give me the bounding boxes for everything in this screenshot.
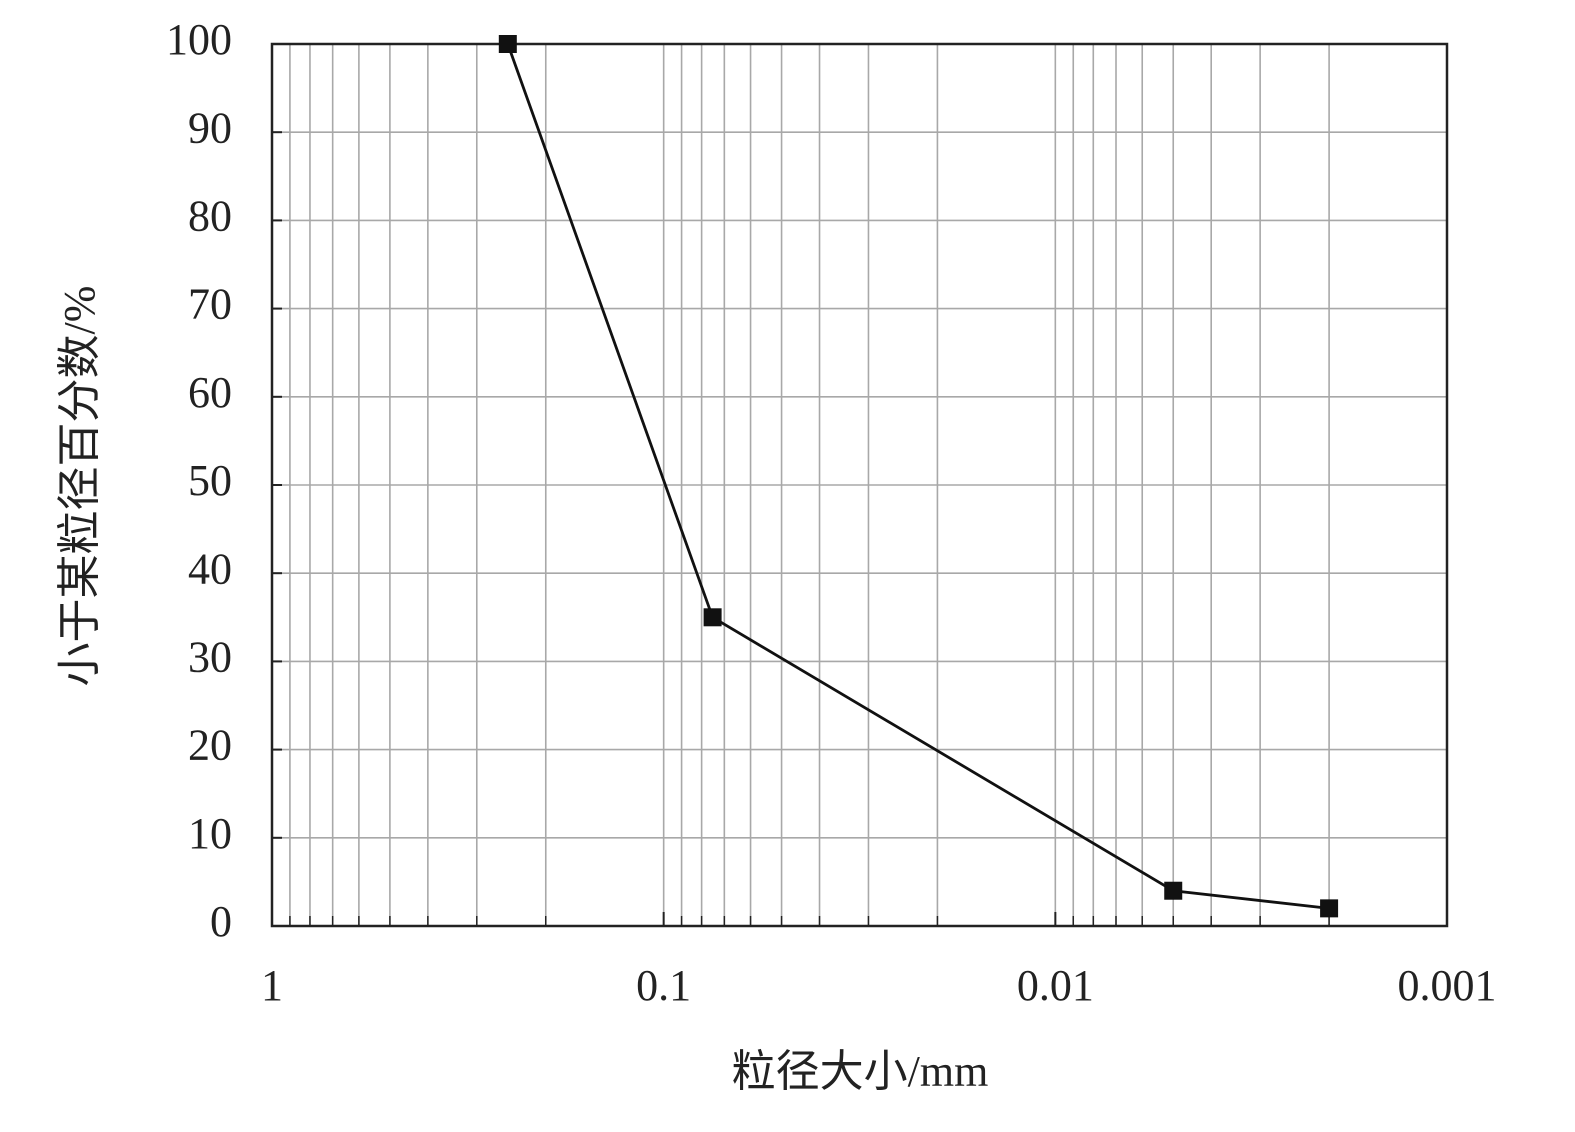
data-marker bbox=[703, 608, 722, 627]
data-marker bbox=[498, 35, 517, 53]
y-tick-label: 90 bbox=[188, 103, 232, 152]
y-tick-label: 20 bbox=[188, 721, 232, 770]
y-tick-label: 80 bbox=[188, 191, 232, 240]
data-marker bbox=[1164, 881, 1183, 900]
y-tick-label: 10 bbox=[188, 809, 232, 858]
y-tick-label: 30 bbox=[188, 632, 232, 681]
y-axis-title: 小于某粒径百分数/% bbox=[55, 286, 104, 687]
y-tick-label: 0 bbox=[210, 897, 232, 946]
y-tick-label: 60 bbox=[188, 368, 232, 417]
data-marker bbox=[1320, 899, 1339, 918]
x-tick-label: 0.1 bbox=[636, 961, 691, 1010]
y-tick-label: 70 bbox=[188, 280, 232, 329]
plot-frame bbox=[270, 42, 1449, 928]
x-tick-label: 0.01 bbox=[1017, 961, 1094, 1010]
x-axis-title: 粒径大小/mm bbox=[732, 1047, 989, 1096]
y-tick-label: 50 bbox=[188, 456, 232, 505]
x-tick-label: 1 bbox=[261, 961, 283, 1010]
x-tick-label: 0.001 bbox=[1398, 961, 1497, 1010]
y-tick-label: 40 bbox=[188, 544, 232, 593]
y-tick-label: 100 bbox=[166, 15, 232, 64]
data-line bbox=[506, 43, 1330, 910]
